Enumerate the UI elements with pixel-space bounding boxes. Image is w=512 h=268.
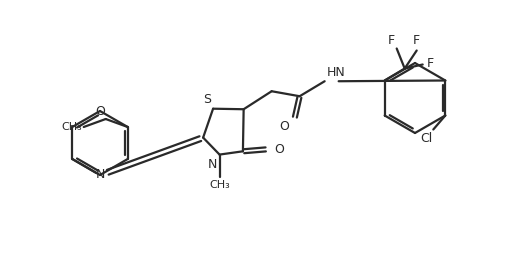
Text: CH₃: CH₃ xyxy=(61,122,82,132)
Text: O: O xyxy=(95,105,105,118)
Text: N: N xyxy=(208,158,218,171)
Text: O: O xyxy=(279,120,289,133)
Text: F: F xyxy=(426,57,434,70)
Text: S: S xyxy=(203,93,211,106)
Text: O: O xyxy=(274,143,284,156)
Text: F: F xyxy=(413,34,420,47)
Text: F: F xyxy=(388,34,395,47)
Text: HN: HN xyxy=(327,66,346,79)
Text: N: N xyxy=(96,169,105,181)
Text: CH₃: CH₃ xyxy=(209,180,230,189)
Text: Cl: Cl xyxy=(420,132,432,144)
